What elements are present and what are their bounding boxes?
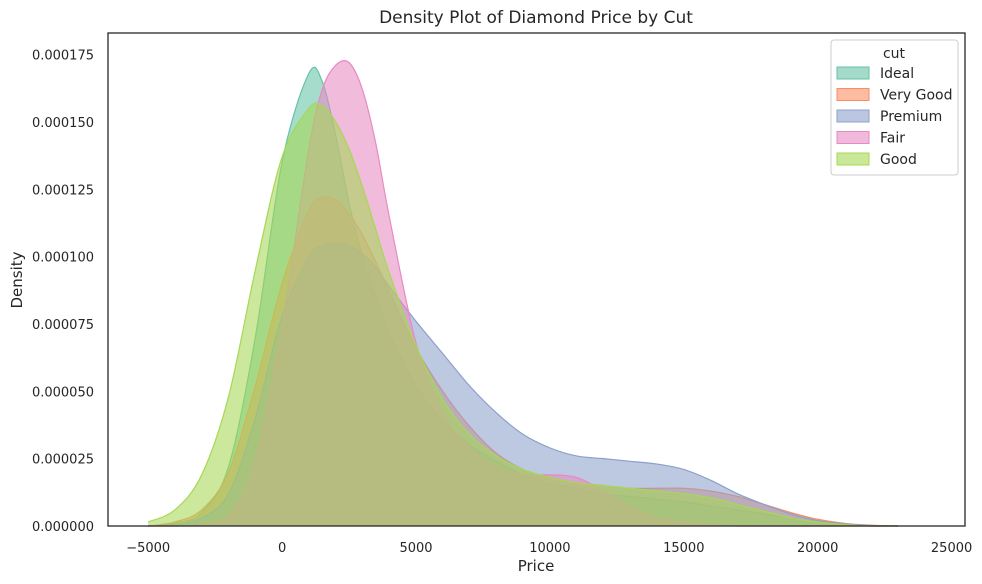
x-tick-label: 25000	[931, 541, 972, 556]
legend-title: cut	[883, 46, 906, 62]
x-axis-ticks: −5000 0 5000 10000 15000 20000 25000	[126, 541, 972, 556]
y-tick-label: 0.000150	[32, 116, 94, 131]
y-tick-label: 0.000175	[32, 49, 94, 64]
legend-label-fair: Fair	[880, 131, 905, 147]
legend-label-ideal: Ideal	[880, 66, 914, 82]
legend: cut Ideal Very Good Premium Fair Good	[830, 39, 959, 176]
legend-label-very-good: Very Good	[880, 88, 952, 104]
x-tick-label: 5000	[399, 541, 432, 556]
x-tick-label: 10000	[529, 541, 570, 556]
y-tick-label: 0.000125	[32, 183, 94, 198]
y-tick-label: 0.000000	[32, 520, 94, 535]
y-tick-label: 0.000025	[32, 453, 94, 468]
plot-frame	[107, 32, 966, 527]
legend-swatch-very-good	[836, 88, 870, 101]
y-tick-label: 0.000100	[32, 251, 94, 266]
density-areas	[147, 59, 899, 527]
y-axis-ticks: 0.000000 0.000025 0.000050 0.000075 0.000100…	[32, 49, 94, 535]
legend-label-premium: Premium	[880, 109, 942, 125]
x-tick-label: −5000	[126, 541, 170, 556]
legend-swatch-ideal	[836, 66, 870, 80]
legend-swatch-premium	[836, 109, 870, 123]
x-tick-label: 0	[278, 541, 286, 556]
legend-swatch-fair	[836, 131, 870, 144]
density-area-good	[148, 103, 899, 526]
legend-items: Ideal Very Good Premium Fair Good	[836, 66, 952, 168]
x-tick-label: 15000	[663, 541, 704, 556]
legend-label-good: Good	[880, 152, 917, 168]
x-tick-label: 20000	[797, 541, 838, 556]
y-axis-label: Density	[8, 251, 26, 308]
density-line-good	[147, 102, 899, 527]
chart-title: Density Plot of Diamond Price by Cut	[379, 8, 693, 28]
x-axis-label: Price	[518, 557, 555, 575]
y-tick-label: 0.000075	[32, 318, 94, 333]
legend-swatch-good	[836, 152, 870, 166]
y-tick-label: 0.000050	[32, 385, 94, 400]
